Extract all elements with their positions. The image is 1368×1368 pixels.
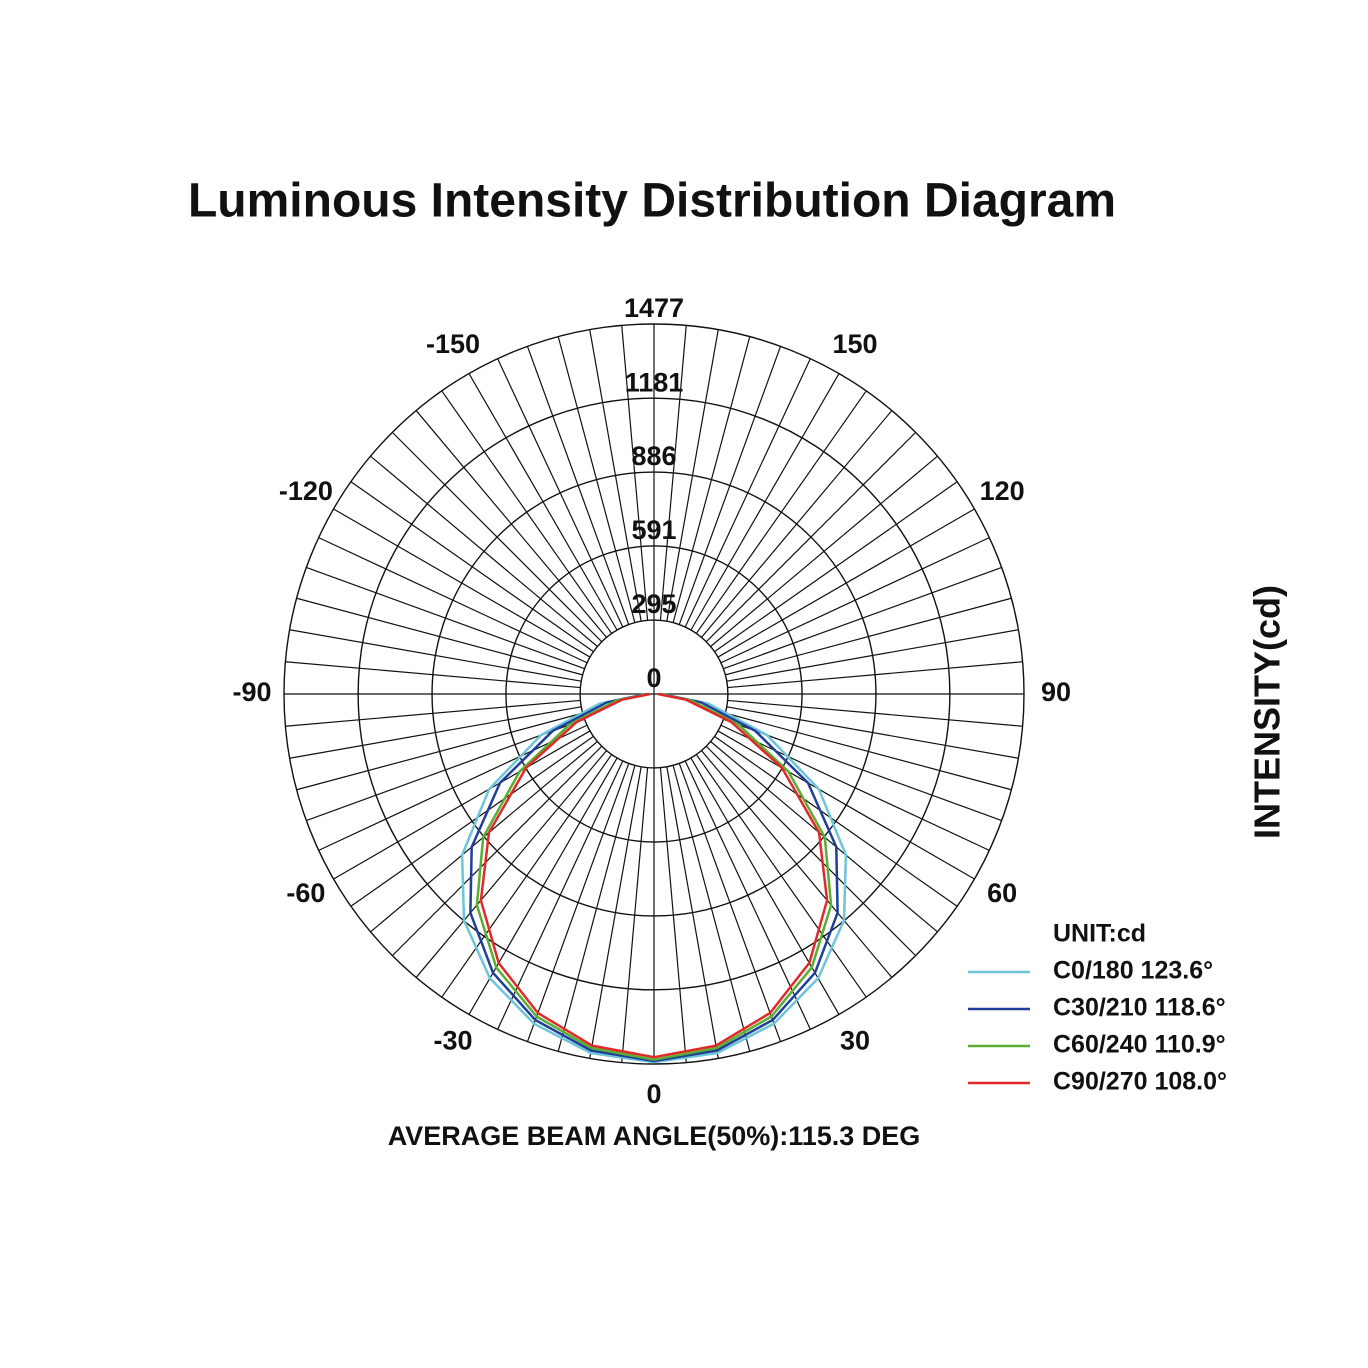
angle-tick-label: -60 [286, 878, 325, 908]
legend-title: UNIT:cd [1053, 920, 1146, 948]
legend-label: C0/180 123.6° [1053, 957, 1213, 985]
legend-label: C30/210 118.6° [1053, 994, 1226, 1022]
legend-label: C60/240 110.9° [1053, 1031, 1226, 1059]
radial-tick-label: 0 [646, 663, 661, 693]
radial-tick-label: 1181 [625, 367, 684, 397]
series-line [469, 692, 839, 1063]
angle-tick-label: 30 [840, 1025, 870, 1055]
series-line [479, 692, 829, 1059]
chart-subtitle: AVERAGE BEAM ANGLE(50%):115.3 DEG [388, 1121, 921, 1151]
radial-grid-ring [357, 397, 951, 991]
series-line [475, 692, 833, 1061]
y-axis-label: INTENSITY(cd) [1247, 585, 1288, 839]
radial-grid-ring [431, 471, 877, 917]
angle-tick-label: -120 [279, 476, 333, 506]
radial-tick-label: 886 [631, 441, 676, 471]
radial-grid-ring [505, 545, 803, 843]
chart-title: Luminous Intensity Distribution Diagram [188, 175, 1116, 228]
angle-tick-label: -150 [426, 329, 480, 359]
radial-tick-label: 1477 [624, 293, 684, 323]
radial-tick-label: 591 [631, 515, 676, 545]
radial-grid-ring [283, 323, 1025, 1065]
radial-grid-ring [579, 619, 729, 769]
angle-tick-label: -30 [433, 1025, 472, 1055]
legend-label: C90/270 108.0° [1053, 1068, 1227, 1096]
angle-tick-label: 0 [646, 1079, 661, 1109]
angle-tick-label: 150 [832, 329, 877, 359]
angle-tick-label: 60 [987, 878, 1017, 908]
radial-tick-label: 295 [631, 589, 676, 619]
angle-tick-label: 120 [980, 476, 1025, 506]
angle-tick-label: 90 [1041, 677, 1071, 707]
angle-tick-label: -90 [232, 677, 271, 707]
